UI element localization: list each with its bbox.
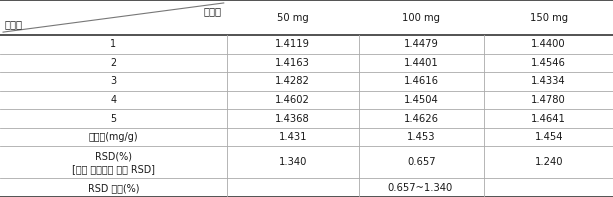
Text: RSD(%)
[검체 측정값에 대한 RSD]: RSD(%) [검체 측정값에 대한 RSD] (72, 151, 155, 174)
Text: 1: 1 (110, 39, 116, 49)
Text: 0.657~1.340: 0.657~1.340 (387, 183, 452, 193)
Text: 1.4479: 1.4479 (404, 39, 439, 49)
Text: 50 mg: 50 mg (277, 13, 308, 22)
Text: 1.4119: 1.4119 (275, 39, 310, 49)
Text: 1.4546: 1.4546 (531, 58, 566, 68)
Text: 100 mg: 100 mg (403, 13, 440, 22)
Text: 1.4368: 1.4368 (275, 114, 310, 124)
Text: 1.4400: 1.4400 (531, 39, 566, 49)
Text: 1.4602: 1.4602 (275, 95, 310, 105)
Text: 1.454: 1.454 (535, 132, 563, 142)
Text: 4: 4 (110, 95, 116, 105)
Text: 1.4163: 1.4163 (275, 58, 310, 68)
Text: 3: 3 (110, 76, 116, 86)
Text: 1.4504: 1.4504 (404, 95, 439, 105)
Text: 0.657: 0.657 (407, 157, 436, 167)
Text: 1.4334: 1.4334 (531, 76, 566, 86)
Text: 1.4641: 1.4641 (531, 114, 566, 124)
Text: 2: 2 (110, 58, 116, 68)
Text: RSD 구간(%): RSD 구간(%) (88, 183, 139, 193)
Text: 1.4282: 1.4282 (275, 76, 310, 86)
Text: 5: 5 (110, 114, 116, 124)
Text: 1.431: 1.431 (278, 132, 307, 142)
Text: 검체량: 검체량 (204, 6, 222, 16)
Text: 1.4626: 1.4626 (404, 114, 439, 124)
Text: 1.4780: 1.4780 (531, 95, 566, 105)
Text: 1.4616: 1.4616 (404, 76, 439, 86)
Text: 반복수: 반복수 (5, 19, 23, 29)
Text: 1.340: 1.340 (278, 157, 307, 167)
Text: 1.4401: 1.4401 (404, 58, 439, 68)
Text: 150 mg: 150 mg (530, 13, 568, 22)
Text: 1.240: 1.240 (535, 157, 563, 167)
Text: 1.453: 1.453 (407, 132, 436, 142)
Text: 분석값(mg/g): 분석값(mg/g) (89, 132, 138, 142)
